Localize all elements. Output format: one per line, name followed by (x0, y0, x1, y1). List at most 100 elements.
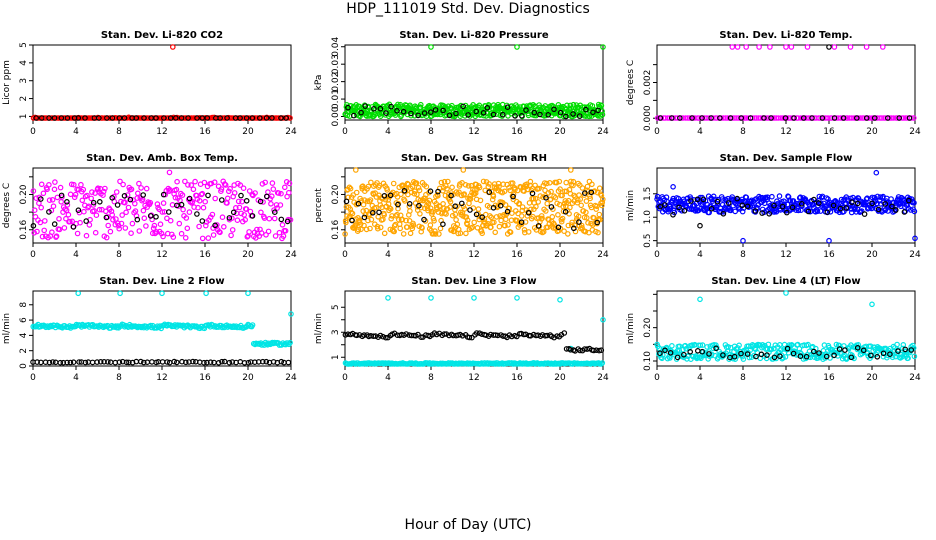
x-tick-label: 4 (73, 127, 79, 137)
outlier-point (869, 301, 875, 308)
data-point (479, 214, 486, 221)
data-point (384, 187, 391, 193)
data-point (431, 218, 437, 224)
data-point (220, 178, 227, 185)
data-point (219, 358, 225, 365)
data-point (194, 211, 200, 217)
data-point (361, 332, 367, 338)
y-tick-label: 0.10 (643, 351, 653, 371)
data-point (426, 197, 433, 204)
data-point (713, 342, 719, 348)
data-point (64, 202, 71, 208)
data-point (381, 212, 388, 218)
data-point (362, 103, 369, 109)
data-point (51, 115, 58, 121)
outlier-point (557, 296, 563, 303)
data-point (44, 186, 50, 193)
data-point (191, 323, 198, 329)
data-point (669, 342, 675, 349)
data-point (129, 220, 136, 227)
data-point (736, 342, 742, 349)
data-point (353, 189, 360, 196)
data-point (258, 209, 264, 216)
outlier-point (826, 44, 832, 50)
data-point (565, 197, 572, 204)
data-point (858, 208, 865, 214)
data-point (342, 332, 349, 338)
outlier-point (826, 237, 832, 244)
data-point (230, 209, 237, 216)
data-point (41, 218, 48, 224)
data-point (889, 203, 895, 210)
data-point (205, 192, 211, 199)
data-point (134, 324, 141, 331)
data-point (217, 229, 223, 236)
data-point (717, 115, 723, 121)
y-axis-label: ml/min (626, 190, 636, 221)
data-point (831, 352, 837, 359)
data-point (816, 350, 822, 356)
y-axis-label: Licor ppm (2, 60, 12, 105)
data-point (280, 233, 287, 239)
data-point (447, 204, 453, 211)
data-point (476, 102, 483, 109)
data-point (502, 202, 509, 208)
data-point (411, 191, 418, 197)
data-point (30, 223, 37, 229)
panel-title: Stan. Dev. Li-820 Pressure (399, 30, 549, 41)
series-black (657, 344, 915, 361)
data-point (388, 215, 395, 222)
data-point (740, 115, 746, 121)
data-point (593, 206, 600, 212)
outlier-point (873, 169, 880, 176)
data-point (527, 332, 534, 339)
data-point (464, 217, 471, 224)
x-tick-label: 12 (156, 250, 167, 260)
data-point (46, 197, 53, 204)
data-point (700, 196, 707, 203)
data-point (860, 347, 867, 354)
data-point (355, 200, 362, 207)
data-point (548, 188, 554, 195)
x-tick-label: 20 (554, 373, 566, 383)
x-tick-label: 12 (468, 127, 479, 137)
data-point (843, 205, 850, 211)
data-point (884, 115, 891, 121)
data-point (811, 196, 817, 203)
data-point (599, 360, 606, 366)
data-point (515, 210, 521, 217)
data-point (179, 192, 186, 198)
data-point (70, 359, 77, 366)
data-point (590, 109, 596, 116)
x-tick-label: 16 (199, 373, 211, 383)
data-point (704, 344, 710, 350)
data-point (458, 200, 465, 207)
data-point (249, 213, 256, 219)
data-point (178, 230, 185, 237)
data-point (192, 178, 198, 185)
outlier-point (734, 44, 741, 50)
data-point (753, 115, 760, 121)
data-point (706, 209, 713, 216)
data-point (58, 192, 65, 199)
plot-frame (344, 290, 604, 367)
data-point (147, 199, 154, 206)
x-tick-label: 12 (780, 250, 791, 260)
data-point (415, 331, 421, 338)
data-point (484, 105, 491, 111)
x-tick-label: 4 (385, 373, 391, 383)
chart-panel-2: Stan. Dev. Li-820 Pressure kPa 0 4 8 12 16 20 24… (314, 30, 609, 137)
x-tick-label: 8 (428, 250, 434, 260)
data-point (670, 212, 676, 218)
outlier-point (600, 316, 606, 323)
data-point (198, 191, 205, 198)
data-point (433, 331, 440, 338)
outlier-point (670, 184, 676, 190)
data-point (598, 347, 605, 354)
data-point (817, 115, 823, 121)
data-point (246, 229, 252, 235)
data-point (71, 194, 78, 201)
data-point (64, 359, 70, 366)
data-point (819, 115, 826, 121)
